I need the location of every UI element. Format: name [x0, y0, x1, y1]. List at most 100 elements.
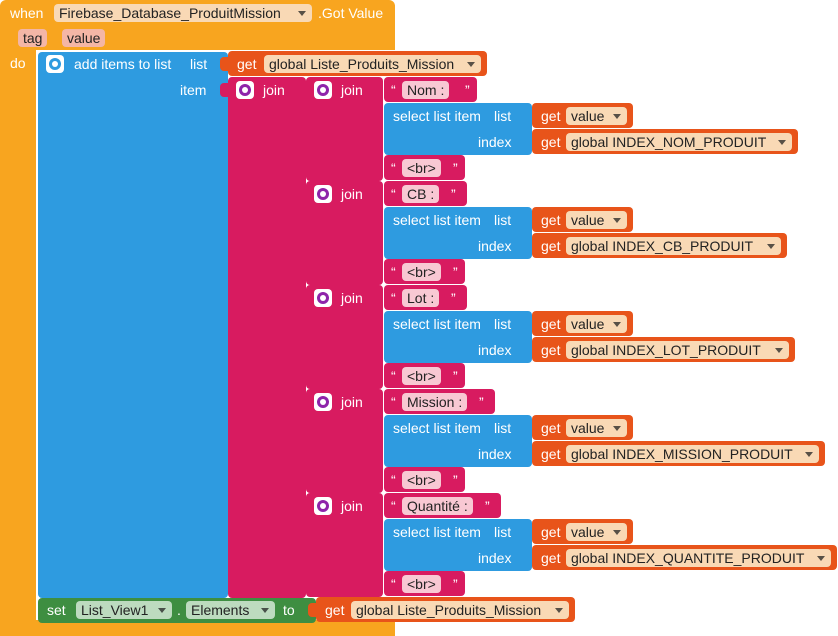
add-items-label: add items to list	[74, 56, 172, 72]
value-dropdown[interactable]: value	[566, 419, 627, 437]
value-dropdown[interactable]: value	[566, 523, 627, 541]
get-label: get	[541, 550, 561, 566]
property-dropdown[interactable]: Elements	[186, 601, 275, 619]
get-label: get	[541, 316, 561, 332]
index-variable-dropdown[interactable]: global INDEX_QUANTITE_PRODUIT	[566, 549, 831, 567]
inner-join-gear-icon[interactable]	[314, 393, 332, 411]
text-field-label[interactable]: CB :	[402, 185, 440, 203]
component-dropdown[interactable]: Firebase_Database_ProduitMission	[54, 4, 312, 22]
select-list-label: list	[494, 108, 512, 124]
br-text-field[interactable]: <br>	[402, 367, 441, 385]
get-label: get	[541, 108, 561, 124]
param-value[interactable]: value	[62, 29, 106, 47]
select-list-item-label: select list item	[393, 524, 481, 540]
component-dropdown-listview[interactable]: List_View1	[76, 601, 172, 619]
get-label: get	[541, 134, 561, 150]
index-variable-dropdown[interactable]: global INDEX_LOT_PRODUIT	[566, 341, 789, 359]
select-list-item-label: select list item	[393, 420, 481, 436]
quote-close: ”	[479, 394, 484, 410]
select-list-item-block[interactable]	[384, 519, 532, 571]
quote-close: ”	[453, 368, 458, 384]
quote-close: ”	[465, 82, 470, 98]
select-list-item-label: select list item	[393, 212, 481, 228]
get-label: get	[541, 342, 561, 358]
quote-open: “	[391, 472, 396, 488]
quote-open: “	[391, 498, 396, 514]
value-dropdown[interactable]: value	[566, 107, 627, 125]
value-dropdown[interactable]: value	[566, 315, 627, 333]
quote-close: ”	[453, 576, 458, 592]
select-list-item-block[interactable]	[384, 207, 532, 259]
outer-join-gear-icon[interactable]	[236, 81, 254, 99]
get-label: get	[237, 56, 257, 72]
select-index-label: index	[478, 134, 512, 150]
quote-close: ”	[453, 160, 458, 176]
value-dropdown[interactable]: value	[566, 211, 627, 229]
quote-close: ”	[453, 264, 458, 280]
get-connector	[220, 57, 228, 71]
index-variable-dropdown[interactable]: global INDEX_NOM_PRODUIT	[566, 133, 792, 151]
global-list-dropdown[interactable]: global Liste_Produits_Mission	[351, 601, 569, 619]
br-text-field[interactable]: <br>	[402, 575, 441, 593]
text-field-label[interactable]: Quantité :	[402, 497, 473, 515]
select-list-item-label: select list item	[393, 108, 481, 124]
param-tag[interactable]: tag	[18, 29, 48, 47]
quote-close: ”	[453, 472, 458, 488]
br-text-field[interactable]: <br>	[402, 263, 441, 281]
select-list-label: list	[494, 212, 512, 228]
quote-open: “	[391, 264, 396, 280]
select-list-label: list	[494, 316, 512, 332]
list-label: list	[190, 56, 208, 72]
outer-join-connector	[220, 83, 228, 97]
text-field-label[interactable]: Lot :	[402, 289, 440, 307]
inner-join-label: join	[341, 290, 363, 306]
inner-join-label: join	[341, 394, 363, 410]
select-list-item-block[interactable]	[384, 415, 532, 467]
text-field-label[interactable]: Nom :	[402, 81, 450, 99]
to-label: to	[283, 602, 295, 618]
text-field-label[interactable]: Mission :	[402, 393, 468, 411]
inner-join-gear-icon[interactable]	[314, 81, 332, 99]
br-text-field[interactable]: <br>	[402, 159, 441, 177]
select-list-label: list	[494, 524, 512, 540]
inner-join-label: join	[341, 82, 363, 98]
get-label: get	[325, 602, 345, 618]
quote-close: ”	[451, 290, 456, 306]
index-variable-dropdown[interactable]: global INDEX_MISSION_PRODUIT	[566, 445, 819, 463]
quote-close: ”	[451, 186, 456, 202]
event-name-label: .Got Value	[318, 5, 384, 21]
outer-join-block[interactable]	[228, 77, 306, 598]
inner-join-gear-icon[interactable]	[314, 497, 332, 515]
outer-join-label: join	[263, 82, 285, 98]
select-index-label: index	[478, 446, 512, 462]
select-list-label: list	[494, 420, 512, 436]
item-label: item	[180, 82, 207, 98]
get-label: get	[541, 446, 561, 462]
mutator-gear-icon[interactable]	[46, 55, 64, 73]
event-block-bottom-bar	[0, 620, 395, 636]
inner-join-gear-icon[interactable]	[314, 185, 332, 203]
select-list-item-block[interactable]	[384, 311, 532, 363]
quote-open: “	[391, 394, 396, 410]
quote-open: “	[391, 368, 396, 384]
set-dot: .	[177, 602, 181, 618]
select-index-label: index	[478, 550, 512, 566]
quote-open: “	[391, 186, 396, 202]
set-label: set	[47, 602, 66, 618]
quote-close: ”	[485, 498, 490, 514]
select-list-item-block[interactable]	[384, 103, 532, 155]
select-list-item-label: select list item	[393, 316, 481, 332]
get-label: get	[541, 524, 561, 540]
inner-join-label: join	[341, 498, 363, 514]
add-items-to-list-block[interactable]	[38, 52, 228, 598]
inner-join-label: join	[341, 186, 363, 202]
inner-join-gear-icon[interactable]	[314, 289, 332, 307]
index-variable-dropdown[interactable]: global INDEX_CB_PRODUIT	[566, 237, 781, 255]
quote-open: “	[391, 82, 396, 98]
do-label: do	[10, 55, 26, 71]
select-index-label: index	[478, 342, 512, 358]
when-label: when	[10, 5, 44, 21]
quote-open: “	[391, 160, 396, 176]
global-list-dropdown[interactable]: global Liste_Produits_Mission	[264, 55, 481, 73]
br-text-field[interactable]: <br>	[402, 471, 441, 489]
